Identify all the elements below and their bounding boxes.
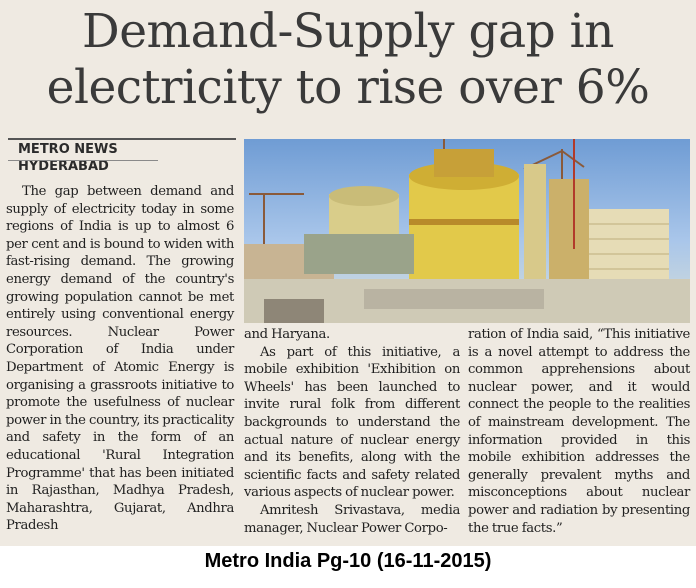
- headline: Demand-Supply gap in electricity to rise…: [0, 4, 696, 116]
- column-3-text: ration of India said, “This initiative i…: [468, 327, 690, 536]
- dateline: HYDERABAD: [18, 159, 109, 174]
- column-2-text-c: Amritesh Srivastava, media manager, Nucl…: [244, 502, 460, 536]
- clipping-caption: Metro India Pg-10 (16-11-2015): [204, 550, 492, 572]
- headline-line-2: electricity to rise over 6%: [46, 60, 650, 115]
- source-tag: METRO NEWS: [18, 142, 118, 157]
- nuclear-plant-photo: [244, 139, 690, 323]
- article-column-1: The gap between demand and supply of ele…: [6, 183, 234, 535]
- column-2-text-a: and Haryana.: [244, 327, 330, 342]
- newspaper-clipping: Demand-Supply gap in electricity to rise…: [0, 0, 696, 546]
- bureau-divider: [8, 160, 158, 161]
- column-1-text: The gap between demand and supply of ele…: [6, 184, 234, 534]
- headline-line-1: Demand-Supply gap in: [82, 4, 614, 59]
- bureau-rule: [8, 138, 236, 180]
- nuclear-plant-illustration: [244, 139, 690, 323]
- bureau-block: METRO NEWS HYDERABAD: [18, 141, 118, 175]
- article-column-2: and Haryana. As part of this initiative,…: [244, 326, 460, 537]
- column-2-text-b: As part of this initiative, a mobile exh…: [244, 344, 460, 501]
- article-column-3: ration of India said, “This initiative i…: [468, 326, 690, 537]
